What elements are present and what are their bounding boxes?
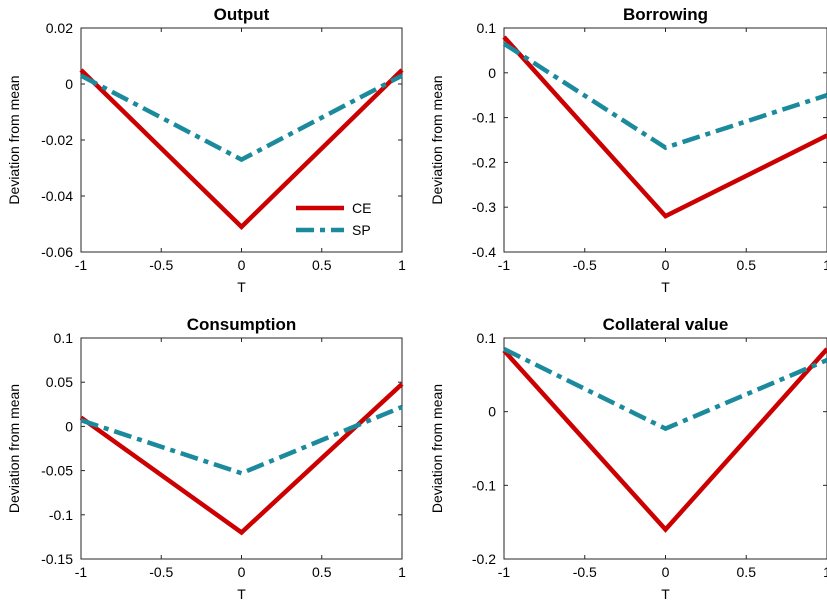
x-tick-label: 0 [238, 564, 246, 580]
y-tick-label: -0.04 [41, 188, 73, 204]
x-tick-label: 0 [662, 257, 670, 273]
chart-panel-2: -1 -0.5 0 0.5 1 -0.4 -0.3 -0.2 -0.1 0 0.1 Borrowing… [429, 5, 827, 295]
y-axis-label: Deviation from mean [6, 384, 22, 513]
chart-panel-4: -1 -0.5 0 0.5 1 -0.2 -0.1 0 0.1 Collateral value T… [429, 315, 827, 602]
y-tick-label: -0.15 [41, 551, 73, 567]
y-tick-label: -0.02 [41, 132, 73, 148]
series-line-ce [502, 35, 827, 219]
x-axis-label: T [237, 279, 246, 295]
x-tick-label: -1 [498, 257, 511, 273]
x-tick-label: 0.5 [312, 564, 332, 580]
x-tick-label: 0 [238, 257, 246, 273]
series-line-ce [502, 347, 827, 533]
y-tick-label: 0.1 [477, 330, 497, 346]
y-tick-label: -0.06 [41, 244, 73, 260]
x-tick-label: 1 [823, 564, 827, 580]
series-line-sp [503, 347, 827, 432]
y-tick-label: 0.05 [46, 374, 73, 390]
legend-box [287, 192, 397, 246]
x-tick-label: 0 [662, 564, 670, 580]
x-tick-label: 1 [398, 564, 406, 580]
x-axis-label: T [237, 586, 246, 602]
y-tick-label: -0.1 [49, 507, 73, 523]
series-line-sp [80, 404, 403, 476]
y-tick-label: 0 [65, 76, 73, 92]
y-tick-label: 0 [488, 65, 496, 81]
x-tick-label: 1 [823, 257, 827, 273]
y-tick-label: -0.1 [472, 110, 496, 126]
axes-box [503, 337, 827, 560]
series-line-ce [79, 68, 404, 230]
y-tick-label: 0.1 [477, 20, 497, 36]
x-tick-label: -1 [498, 564, 511, 580]
y-tick-label: -0.2 [472, 154, 496, 170]
y-tick-label: -0.3 [472, 199, 496, 215]
y-axis-label: Deviation from mean [6, 75, 22, 204]
x-tick-label: -0.5 [149, 564, 173, 580]
legend: CE SP [287, 192, 397, 246]
y-tick-label: -0.05 [41, 463, 73, 479]
y-tick-label: 0.1 [54, 330, 74, 346]
x-tick-label: -0.5 [573, 257, 597, 273]
y-tick-label: 0.02 [46, 20, 73, 36]
x-axis-label: T [661, 586, 670, 602]
y-tick-label: -0.4 [472, 244, 496, 260]
chart-panel-3: -1 -0.5 0 0.5 1 -0.15 -0.1 -0.05 0 0.05 0.1 Consump… [6, 315, 406, 602]
legend-label-ce: CE [352, 200, 371, 216]
x-tick-label: 0.5 [312, 257, 332, 273]
y-tick-label: -0.2 [472, 551, 496, 567]
x-tick-label: -1 [75, 257, 88, 273]
x-tick-label: 0.5 [737, 564, 757, 580]
x-axis-label: T [661, 279, 670, 295]
chart-panel-1: -1 -0.5 0 0.5 1 -0.06 -0.04 -0.02 0 0.02 Output T De… [6, 5, 406, 295]
y-axis-label: Deviation from mean [429, 75, 445, 204]
chart-title: Output [214, 5, 270, 24]
x-tick-label: 0.5 [737, 257, 757, 273]
chart-title: Consumption [187, 315, 297, 334]
legend-label-sp: SP [352, 222, 371, 238]
y-tick-label: -0.1 [472, 477, 496, 493]
chart-title: Collateral value [603, 315, 729, 334]
x-tick-label: 1 [398, 257, 406, 273]
axes-box [80, 337, 403, 560]
chart-title: Borrowing [623, 5, 708, 24]
y-tick-label: 0 [488, 404, 496, 420]
x-tick-label: -0.5 [573, 564, 597, 580]
x-tick-label: -0.5 [149, 257, 173, 273]
y-tick-label: 0 [65, 418, 73, 434]
x-tick-label: -1 [75, 564, 88, 580]
series-line-sp [79, 73, 404, 163]
series-line-sp [502, 41, 827, 151]
series-line-ce [79, 382, 404, 536]
y-axis-label: Deviation from mean [429, 384, 445, 513]
